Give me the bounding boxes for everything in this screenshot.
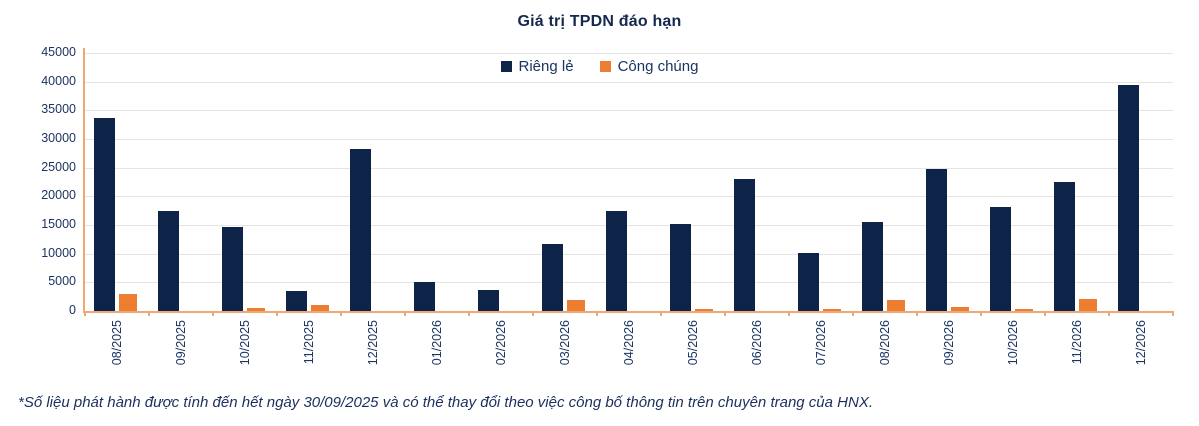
y-axis-tick-label: 15000 (41, 217, 76, 231)
x-axis-tick (212, 311, 214, 316)
bar-rieng-le-02/2026 (478, 289, 499, 311)
x-axis-tick-label: 11/2026 (1070, 320, 1084, 365)
x-axis-tick-label: 12/2025 (366, 320, 380, 366)
gridline (85, 282, 1173, 284)
gridline (85, 167, 1173, 169)
x-axis-tick (468, 311, 470, 316)
legend-item-cong-chung: Công chúng (599, 58, 699, 75)
bar-cong-chung-07/2026 (823, 309, 841, 311)
x-axis-tick (724, 311, 726, 316)
bar-rieng-le-05/2026 (670, 223, 691, 311)
x-axis-tick-label: 09/2026 (942, 320, 956, 366)
bar-cong-chung-11/2026 (1079, 298, 1097, 311)
gridline (85, 139, 1173, 140)
x-axis-tick-label: 06/2026 (750, 320, 764, 366)
bar-cong-chung-03/2026 (567, 300, 585, 311)
x-axis-tick-label: 07/2026 (814, 320, 828, 366)
x-axis-labels: 08/2025 09/2025 10/2025 11/2025 12/2025 01/20… (85, 53, 1173, 365)
chart-legend: Riêng lẻ Công chúng (0, 58, 1199, 75)
x-axis-line (83, 311, 1173, 313)
x-axis-tick-label: 01/2026 (430, 320, 444, 366)
y-axis-tick-label: 35000 (41, 102, 76, 117)
y-axis-tick-label: 0 (69, 303, 76, 317)
y-axis-tick-label: 5000 (48, 274, 76, 289)
y-axis-line (83, 48, 85, 311)
x-axis-tick-label: 09/2025 (174, 320, 188, 366)
bar-rieng-le-07/2026 (798, 253, 819, 311)
chart-footnote: *Số liệu phát hành được tính đến hết ngà… (18, 394, 873, 411)
x-axis-tick (596, 311, 598, 316)
y-axis-tick-label: 30000 (41, 131, 76, 145)
bar-rieng-le-12/2025 (350, 148, 371, 311)
x-axis-tick (788, 311, 790, 316)
x-axis-tick-label: 08/2025 (110, 320, 124, 366)
bar-rieng-le-09/2026 (926, 169, 947, 311)
bar-rieng-le-10/2026 (990, 207, 1011, 311)
bar-rieng-le-08/2025 (94, 118, 115, 311)
bar-cong-chung-09/2026 (951, 307, 969, 311)
x-axis-tick (660, 311, 662, 316)
y-axis-tick-label: 20000 (41, 188, 76, 203)
bar-rieng-le-11/2026 (1054, 182, 1075, 311)
bar-cong-chung-05/2026 (695, 309, 713, 311)
x-axis-tick-label: 11/2025 (302, 320, 316, 365)
gridline (85, 253, 1173, 255)
y-axis-tick-label: 25000 (41, 159, 76, 174)
bar-rieng-le-03/2026 (542, 243, 563, 311)
x-axis-tick (1172, 311, 1174, 316)
bar-rieng-le-08/2026 (862, 222, 883, 311)
x-axis-tick (1108, 311, 1110, 316)
gridline (85, 110, 1173, 112)
x-axis-tick-label: 08/2026 (878, 320, 892, 366)
bar-cong-chung-10/2026 (1015, 308, 1033, 311)
x-axis-tick (1044, 311, 1046, 316)
y-axis-tick-label: 10000 (41, 245, 76, 260)
bar-cong-chung-08/2025 (119, 294, 137, 311)
gridline (85, 225, 1173, 226)
bar-rieng-le-11/2025 (286, 290, 307, 311)
x-axis-tick (916, 311, 918, 316)
x-axis-tick (404, 311, 406, 316)
x-axis-tick-label: 02/2026 (494, 320, 508, 366)
bar-rieng-le-09/2025 (158, 211, 179, 311)
legend-swatch-orange-icon (599, 61, 611, 72)
y-axis-tick-label: 40000 (41, 73, 76, 88)
gridline (85, 196, 1173, 198)
x-axis-tick-label: 04/2026 (622, 320, 636, 366)
chart-title: Giá trị TPDN đáo hạn (517, 13, 682, 30)
bar-cong-chung-08/2026 (887, 299, 905, 311)
x-axis-tick (84, 311, 86, 316)
bar-rieng-le-10/2025 (222, 226, 243, 311)
x-axis-tick-label: 03/2026 (558, 320, 572, 366)
plot-area: 08/2025 09/2025 10/2025 11/2025 12/2025 01/20… (83, 48, 1174, 365)
gridline (85, 81, 1173, 83)
x-axis-tick (340, 311, 342, 316)
x-axis-tick-label: 10/2026 (1006, 320, 1020, 366)
bar-rieng-le-04/2026 (606, 210, 627, 311)
x-axis-tick-label: 12/2026 (1134, 320, 1148, 366)
bar-rieng-le-06/2026 (734, 179, 755, 311)
bar-rieng-le-12/2026 (1118, 84, 1139, 311)
x-axis-tick (980, 311, 982, 316)
x-axis-tick-label: 05/2026 (686, 320, 700, 366)
x-axis-tick (852, 311, 854, 316)
y-axis-tick-label: 45000 (41, 45, 76, 59)
x-axis-tick-label: 10/2025 (238, 320, 252, 366)
x-axis-tick (532, 311, 534, 316)
x-axis-tick (276, 311, 278, 316)
bar-cong-chung-11/2025 (311, 305, 329, 311)
legend-label-cong-chung: Công chúng (617, 58, 699, 75)
x-axis-tick (148, 311, 150, 316)
gridline (85, 53, 1173, 54)
bar-cong-chung-10/2025 (247, 308, 265, 311)
legend-swatch-navy-icon (500, 61, 512, 72)
legend-item-rieng-le: Riêng lẻ (500, 58, 574, 75)
bar-rieng-le-01/2026 (414, 282, 435, 311)
legend-label-rieng-le: Riêng lẻ (518, 58, 574, 75)
